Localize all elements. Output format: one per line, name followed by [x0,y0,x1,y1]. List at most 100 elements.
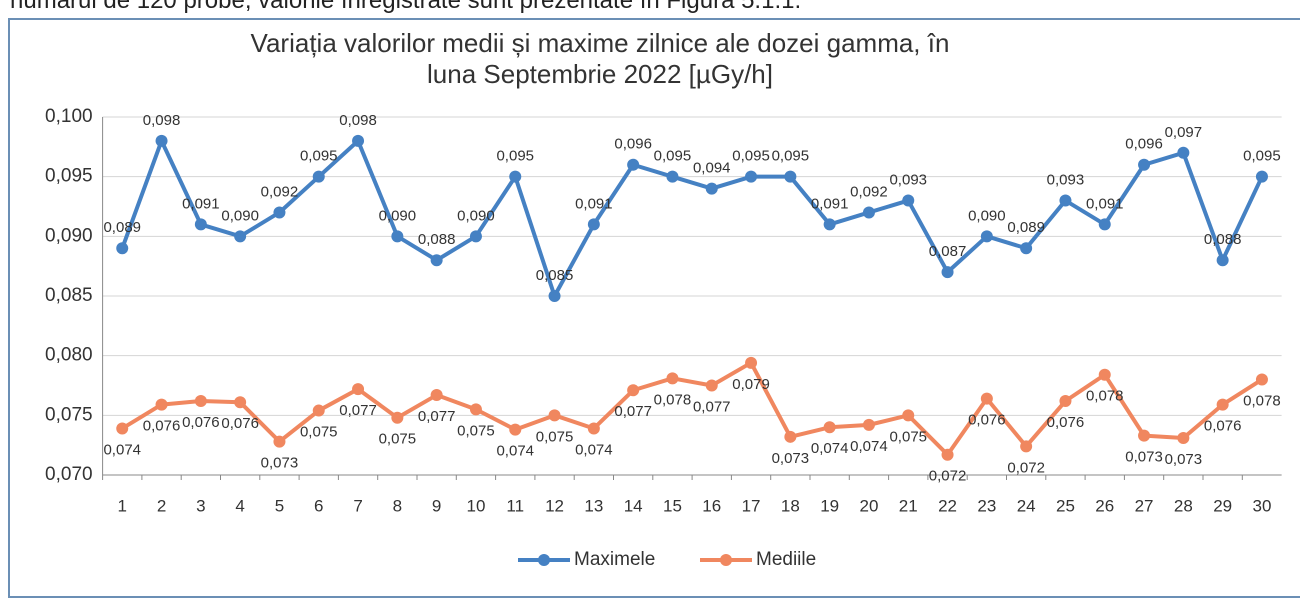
data-label: 0,089 [1007,219,1045,236]
data-label: 0,095 [772,148,810,165]
data-label: 0,092 [261,183,299,200]
data-label: 0,079 [732,376,770,393]
data-label: 0,077 [614,403,652,420]
point [1059,395,1072,408]
x-tick-label: 30 [1252,496,1271,515]
data-label: 0,095 [1243,148,1281,165]
point [666,372,679,385]
data-label: 0,097 [1165,124,1203,141]
data-label: 0,077 [693,398,731,415]
point [155,134,168,147]
x-tick-label: 22 [938,496,957,515]
data-label: 0,095 [732,148,770,165]
data-label: 0,090 [457,207,495,224]
legend-marker [538,554,550,566]
legend-marker [720,554,732,566]
data-label: 0,095 [496,148,534,165]
x-tick-label: 20 [859,496,878,515]
point [312,170,325,183]
data-label: 0,095 [654,148,692,165]
point [1020,242,1033,255]
data-label: 0,088 [418,231,456,248]
x-tick-label: 18 [781,496,800,515]
point [194,395,207,408]
data-label: 0,074 [103,441,141,458]
y-tick-label: 0,080 [45,345,93,366]
point [194,218,207,231]
x-tick-label: 15 [663,496,682,515]
y-tick-label: 0,085 [45,285,93,306]
point [980,230,993,243]
point [705,182,718,195]
point [902,194,915,207]
x-tick-label: 28 [1174,496,1193,515]
data-label: 0,073 [772,450,810,467]
x-tick-label: 8 [393,496,402,515]
y-tick-label: 0,075 [45,404,93,425]
point [784,430,797,443]
data-label: 0,074 [850,438,888,455]
point [352,134,365,147]
data-label: 0,074 [575,441,613,458]
point [941,266,954,279]
x-tick-label: 10 [466,496,485,515]
point [1059,194,1072,207]
point [1138,158,1151,171]
x-tick-label: 5 [275,496,284,515]
x-tick-label: 6 [314,496,323,515]
chart-title: Variația valorilor medii și maxime zilni… [250,28,950,89]
x-tick-label: 24 [1017,496,1036,515]
point [627,384,640,397]
series-line [120,138,1264,298]
point [666,170,679,183]
data-label: 0,091 [811,195,849,212]
point [391,411,404,424]
data-label: 0,076 [968,412,1006,429]
point [1020,440,1033,453]
x-tick-label: 16 [702,496,721,515]
point [1098,218,1111,231]
data-label: 0,073 [261,455,299,472]
point [705,379,718,392]
data-label: 0,076 [1047,414,1085,431]
point [587,422,600,435]
point [116,422,129,435]
data-label: 0,091 [1086,195,1124,212]
x-tick-label: 9 [432,496,441,515]
point [430,389,443,402]
point [234,230,247,243]
point [1177,432,1190,445]
point [548,409,561,422]
x-tick-label: 19 [820,496,839,515]
x-tick-label: 29 [1213,496,1232,515]
x-tick-label: 2 [157,496,166,515]
x-tick-label: 3 [196,496,205,515]
data-label: 0,096 [1125,136,1163,153]
y-tick-label: 0,070 [45,464,93,485]
point [823,421,836,434]
data-label: 0,091 [575,195,613,212]
x-tick-label: 27 [1135,496,1154,515]
data-label: 0,075 [379,431,417,448]
data-label: 0,075 [889,428,927,445]
data-label: 0,077 [339,402,377,419]
point [155,398,168,411]
series-line [121,360,1264,457]
point [234,396,247,409]
data-label: 0,073 [1125,449,1163,466]
point [312,404,325,417]
data-label: 0,098 [339,112,377,129]
point [941,448,954,461]
x-tick-label: 17 [742,496,761,515]
x-tick-label: 11 [506,496,524,515]
point [1255,373,1268,386]
data-label: 0,075 [536,428,574,445]
point [823,218,836,231]
point [980,392,993,405]
data-label: 0,089 [103,219,141,236]
x-tick-label: 25 [1056,496,1075,515]
x-tick-label: 21 [899,496,918,515]
point [509,423,522,436]
